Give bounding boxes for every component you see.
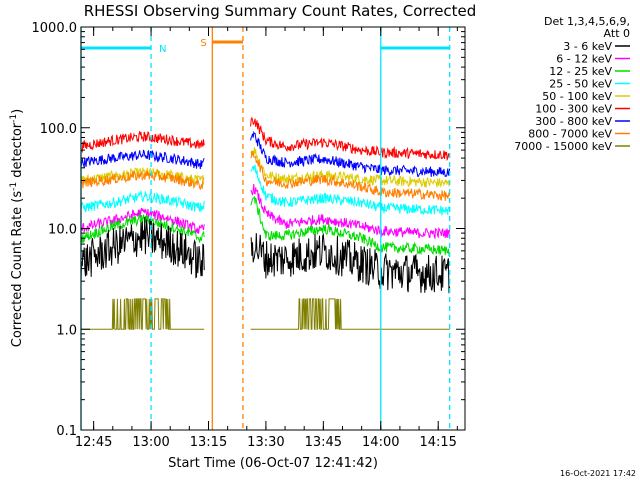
legend-label-8: 7000 - 15000 keV bbox=[514, 140, 612, 153]
legend-label-6: 300 - 800 keV bbox=[535, 115, 612, 128]
x-tick-label-3: 13:30 bbox=[247, 435, 284, 450]
y-tick-label-4: 1000.0 bbox=[32, 21, 78, 36]
y-tick-label-3: 100.0 bbox=[40, 122, 77, 137]
y-axis: 0.1 1.0 10.0 100.0 1000.0 bbox=[32, 21, 465, 439]
y-tick-label-0: 0.1 bbox=[56, 424, 77, 439]
series-line-4-segment-1 bbox=[250, 146, 450, 189]
legend-label-0: 3 - 6 keV bbox=[563, 40, 612, 53]
y-axis-label: Corrected Count Rate (s-1 detector-1) bbox=[9, 109, 25, 347]
legend-label-5: 100 - 300 keV bbox=[535, 103, 612, 116]
series-line-3-segment-1 bbox=[250, 163, 451, 216]
x-axis: 12:45 13:00 13:15 13:30 13:45 14:00 14:15 bbox=[75, 27, 458, 450]
x-tick-label-2: 13:15 bbox=[190, 435, 227, 450]
x-tick-label-4: 13:45 bbox=[305, 435, 342, 450]
series-line-1-segment-1 bbox=[250, 183, 451, 240]
series-line-3-segment-0 bbox=[80, 189, 205, 213]
series-line-2-segment-1 bbox=[250, 195, 450, 257]
legend-label-3: 25 - 50 keV bbox=[549, 78, 612, 91]
series-line-8-segment-0 bbox=[81, 298, 205, 330]
series-line-2-segment-0 bbox=[80, 212, 205, 244]
series-line-1-segment-0 bbox=[80, 207, 205, 234]
x-tick-label-1: 13:00 bbox=[132, 435, 169, 450]
y-tick-label-1: 1.0 bbox=[56, 323, 77, 338]
x-tick-label-6: 14:15 bbox=[419, 435, 456, 450]
series-line-0-segment-0 bbox=[80, 217, 205, 282]
series-line-7-segment-1 bbox=[250, 150, 451, 201]
x-axis-label: Start Time (06-Oct-07 12:41:42) bbox=[168, 456, 378, 471]
series-line-4-segment-0 bbox=[80, 167, 205, 185]
x-tick-label-5: 14:00 bbox=[362, 435, 399, 450]
legend-label-1: 6 - 12 keV bbox=[556, 53, 612, 66]
x-tick-label-0: 12:45 bbox=[75, 435, 112, 450]
series-line-8-segment-1 bbox=[250, 298, 450, 330]
flag-label-N: N bbox=[159, 44, 166, 55]
plot-area: NS bbox=[80, 27, 451, 430]
series-line-6-segment-1 bbox=[250, 130, 451, 178]
series-line-5-segment-1 bbox=[250, 116, 451, 162]
series-line-7-segment-0 bbox=[80, 169, 205, 191]
y-tick-label-2: 10.0 bbox=[48, 223, 77, 238]
chart-title: RHESSI Observing Summary Count Rates, Co… bbox=[84, 2, 477, 20]
legend-header-line-2: Att 0 bbox=[604, 27, 630, 40]
legend-header-line-1: Det 1,3,4,5,6,9, bbox=[544, 15, 630, 28]
legend-label-4: 50 - 100 keV bbox=[542, 90, 612, 103]
timestamp: 16-Oct-2021 17:42 bbox=[560, 469, 636, 478]
series-line-6-segment-0 bbox=[80, 149, 205, 170]
flag-label-S: S bbox=[200, 38, 206, 49]
series-line-0-segment-1 bbox=[250, 232, 451, 294]
series-line-5-segment-0 bbox=[80, 130, 205, 154]
legend-label-7: 800 - 7000 keV bbox=[528, 128, 612, 141]
legend-label-2: 12 - 25 keV bbox=[549, 65, 612, 78]
